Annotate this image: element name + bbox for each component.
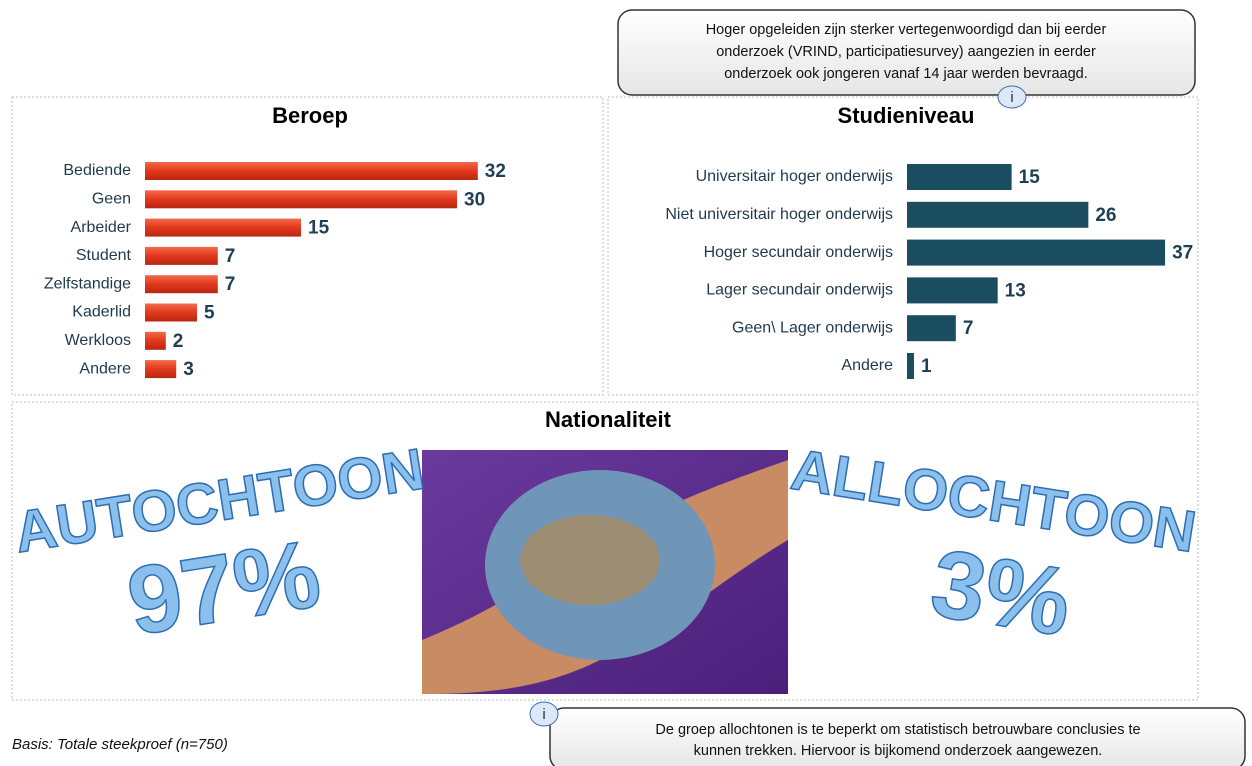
callout-box — [549, 707, 1246, 766]
info-icon-text: i — [542, 706, 545, 723]
panel — [11, 96, 604, 396]
value-label: 15 — [308, 218, 330, 239]
category-label: Werkloos — [65, 332, 131, 349]
callout-text: onderzoek ook jongeren vanaf 14 jaar wer… — [724, 66, 1088, 82]
callout-text: De groep allochtonen is te beperkt om st… — [655, 722, 1140, 738]
bar — [907, 239, 1166, 266]
category-label: Andere — [841, 357, 893, 374]
panel — [11, 401, 1199, 701]
callout-top: Hoger opgeleiden zijn sterker vertegenwo… — [617, 9, 1196, 109]
photo-globe-land — [520, 515, 660, 605]
value-label: 15 — [1019, 167, 1041, 188]
chart-title: Studieniveau — [838, 103, 975, 128]
callout-text: Hoger opgeleiden zijn sterker vertegenwo… — [706, 22, 1107, 38]
chart-title: Beroep — [272, 103, 348, 128]
bar — [145, 331, 166, 350]
bar — [145, 190, 457, 209]
category-label: Geen — [92, 191, 131, 208]
basis-note: Basis: Totale steekproef (n=750) — [12, 736, 228, 753]
section-title: Nationaliteit — [545, 407, 672, 432]
category-label: Andere — [79, 360, 131, 377]
value-label: 1 — [921, 356, 932, 377]
bar — [907, 201, 1089, 228]
bar — [907, 277, 998, 304]
value-label: 7 — [963, 318, 974, 339]
value-label: 7 — [225, 246, 236, 267]
info-icon — [997, 85, 1027, 109]
callout-text: onderzoek (VRIND, participatiesurvey) aa… — [716, 44, 1096, 60]
callout-text: kunnen trekken. Hiervoor is bijkomend on… — [694, 743, 1103, 759]
category-label: Zelfstandige — [44, 275, 131, 292]
category-label: Arbeider — [71, 219, 132, 236]
bar — [907, 315, 956, 342]
value-label: 7 — [225, 274, 236, 295]
bar — [145, 218, 301, 237]
category-label: Bediende — [63, 162, 131, 179]
nationaliteit: Nationaliteit AUTOCHTOON 97% ALLOCHTOON … — [9, 407, 1201, 694]
category-label: Geen\ Lager onderwijs — [732, 319, 893, 336]
category-label: Universitair hoger onderwijs — [696, 168, 893, 185]
bar — [907, 353, 914, 379]
category-label: Kaderlid — [72, 304, 131, 321]
bar — [907, 164, 1012, 190]
bar — [145, 303, 197, 322]
value-label: 3 — [183, 359, 194, 380]
category-label: Lager secundair onderwijs — [706, 282, 893, 299]
value-label: 26 — [1095, 205, 1116, 226]
value-label: 5 — [204, 303, 215, 324]
value-label: 37 — [1172, 243, 1193, 264]
value-label: 32 — [485, 161, 506, 182]
category-label: Hoger secundair onderwijs — [704, 244, 893, 261]
info-icon-text: i — [1010, 89, 1013, 106]
value-label: 30 — [464, 189, 485, 210]
bar — [145, 275, 218, 294]
callout-box — [617, 9, 1196, 96]
value-label: 13 — [1005, 280, 1026, 301]
category-label: Niet universitair hoger onderwijs — [665, 206, 893, 223]
callout-bottom: De groep allochtonen is te beperkt om st… — [529, 701, 1246, 766]
bar — [145, 162, 478, 180]
category-label: Student — [76, 247, 132, 264]
value-label: 2 — [173, 331, 184, 352]
info-icon — [529, 701, 559, 727]
allochtoon-share: 3% — [924, 529, 1078, 656]
bar — [145, 246, 218, 265]
bar — [145, 360, 177, 379]
